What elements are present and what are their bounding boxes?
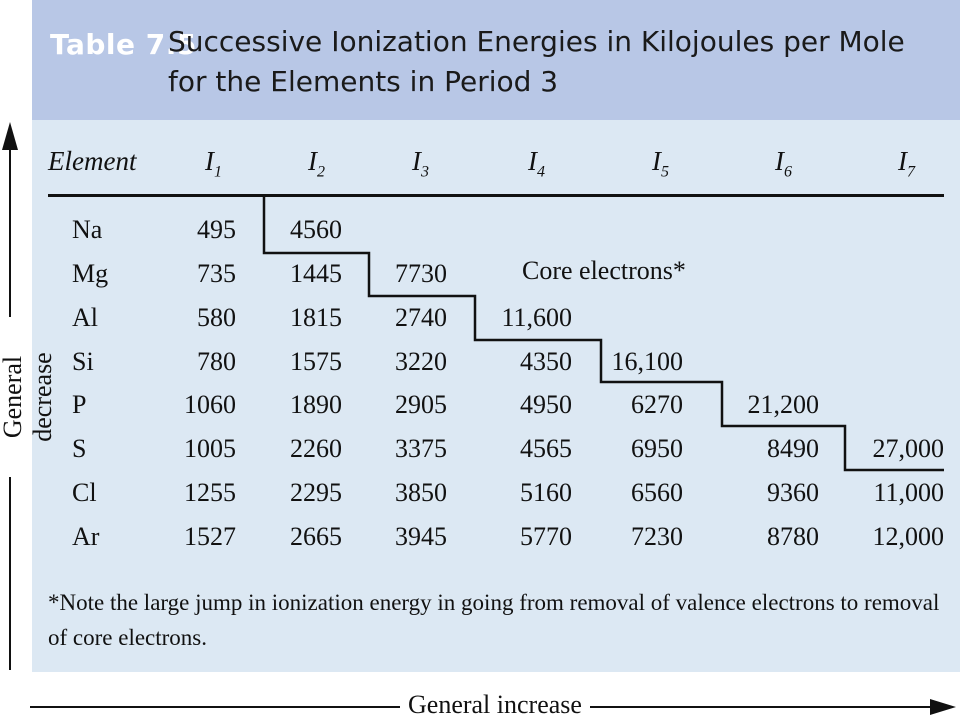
column-header-element: Element xyxy=(48,146,137,176)
ionization-energy-cell: 1527 xyxy=(184,522,236,551)
ionization-energy-cell: 11,600 xyxy=(501,303,572,332)
ionization-energy-cell: 3945 xyxy=(395,522,447,551)
ionization-energy-cell: 1060 xyxy=(184,390,236,419)
column-header-i5: I5 xyxy=(652,146,669,181)
ionization-energy-cell: 21,200 xyxy=(747,390,820,419)
element-symbol: Na xyxy=(72,215,103,244)
ionization-energy-cell: 12,000 xyxy=(872,522,945,551)
ionization-energy-cell: 4950 xyxy=(520,390,572,419)
ionization-energy-cell: 2260 xyxy=(290,434,342,463)
element-symbol: Si xyxy=(72,347,94,376)
ionization-energy-cell: 2905 xyxy=(395,390,447,419)
ionization-energy-cell: 6560 xyxy=(631,478,683,507)
table-header-band xyxy=(32,0,960,120)
ionization-energy-cell: 3220 xyxy=(395,347,447,376)
table-number: Table 7.5 xyxy=(50,28,197,61)
ionization-energy-cell: 1005 xyxy=(184,434,236,463)
ionization-energy-cell: 5770 xyxy=(520,522,572,551)
table-title: Successive Ionization Energies in Kilojo… xyxy=(168,25,905,98)
ionization-energy-cell: 8780 xyxy=(767,522,819,551)
right-arrow-icon xyxy=(930,699,956,715)
ionization-energy-cell: 1815 xyxy=(290,303,342,332)
table-panel xyxy=(32,120,960,672)
up-arrow-icon xyxy=(2,122,18,150)
column-header-i3: I3 xyxy=(412,146,429,181)
column-header-i7: I7 xyxy=(898,146,915,181)
ionization-energy-cell: 1890 xyxy=(290,390,342,419)
ionization-energy-cell: 27,000 xyxy=(872,434,945,463)
element-symbol: Mg xyxy=(72,259,109,288)
ionization-energy-cell: 5160 xyxy=(520,478,572,507)
ionization-energy-cell: 1255 xyxy=(184,478,236,507)
ionization-energy-cell: 2740 xyxy=(395,303,447,332)
ionization-energy-cell: 16,100 xyxy=(611,347,684,376)
column-header-i4: I4 xyxy=(528,146,545,181)
element-symbol: Ar xyxy=(72,522,100,551)
ionization-energy-cell: 8490 xyxy=(767,434,819,463)
ionization-energy-cell: 2665 xyxy=(290,522,342,551)
ionization-energy-cell: 4565 xyxy=(520,434,572,463)
ionization-energy-cell: 2295 xyxy=(290,478,342,507)
ionization-energy-cell: 6950 xyxy=(631,434,683,463)
ionization-energy-cell: 495 xyxy=(197,215,236,244)
column-header-i2: I2 xyxy=(308,146,325,181)
column-header-i1: I1 xyxy=(205,146,222,181)
element-symbol: P xyxy=(72,390,87,419)
ionization-energy-cell: 3850 xyxy=(395,478,447,507)
element-symbol: Al xyxy=(72,303,98,332)
ionization-energy-cell: 4350 xyxy=(520,347,572,376)
ionization-energy-cell: 7730 xyxy=(395,259,447,288)
ionization-energy-cell: 780 xyxy=(197,347,236,376)
ionization-energy-cell: 11,000 xyxy=(873,478,944,507)
ionization-energy-cell: 6270 xyxy=(631,390,683,419)
footnote: *Note the large jump in ionization energ… xyxy=(48,590,940,650)
vertical-axis-label: General decrease xyxy=(0,317,57,477)
column-header-i6: I6 xyxy=(775,146,792,181)
ionization-energy-cell: 4560 xyxy=(290,215,342,244)
ionization-energy-cell: 580 xyxy=(197,303,236,332)
ionization-energy-cell: 3375 xyxy=(395,434,447,463)
ionization-energy-cell: 735 xyxy=(197,259,236,288)
horizontal-axis-label: General increase xyxy=(400,690,590,720)
element-symbol: S xyxy=(72,434,87,463)
ionization-energy-cell: 1445 xyxy=(290,259,342,288)
ionization-energy-cell: 9360 xyxy=(767,478,819,507)
core-electrons-label: Core electrons* xyxy=(522,256,686,285)
header-rule xyxy=(48,194,944,197)
ionization-energy-cell: 7230 xyxy=(631,522,683,551)
element-symbol: Cl xyxy=(72,478,97,507)
ionization-energy-cell: 1575 xyxy=(290,347,342,376)
